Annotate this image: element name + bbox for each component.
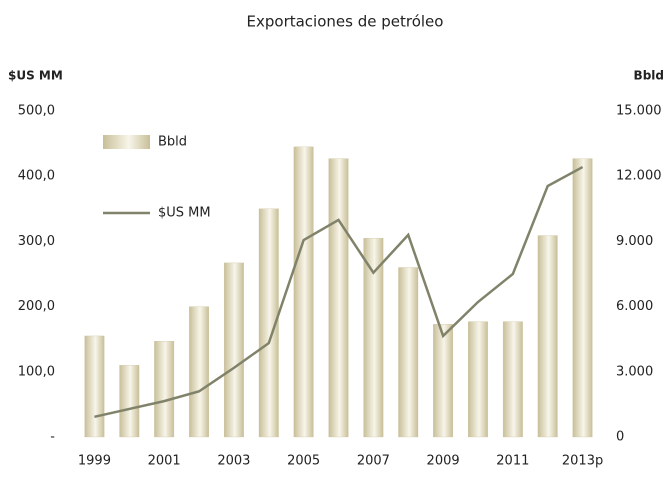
bar bbox=[363, 237, 384, 438]
y-tick-label: 200,0 bbox=[18, 299, 55, 314]
y-tick-label: 300,0 bbox=[18, 234, 55, 249]
bar bbox=[258, 208, 279, 438]
bar bbox=[84, 335, 105, 438]
bar bbox=[572, 158, 593, 438]
y-tick-label: 400,0 bbox=[18, 169, 55, 184]
bar bbox=[433, 324, 454, 438]
bar bbox=[293, 146, 314, 438]
y2-tick-label: 3.000 bbox=[616, 364, 653, 379]
y-tick-label: 500,0 bbox=[18, 104, 55, 119]
bar bbox=[502, 321, 523, 438]
y-tick-label: - bbox=[50, 430, 55, 445]
y-axis-title: $US MM bbox=[8, 69, 63, 83]
bar bbox=[398, 267, 419, 438]
y2-tick-label: 15.000 bbox=[616, 104, 662, 119]
bar bbox=[537, 235, 558, 438]
x-tick-label: 2001 bbox=[148, 454, 181, 469]
bar bbox=[119, 365, 140, 438]
legend-swatch bbox=[103, 135, 150, 149]
chart-title: Exportaciones de petróleo bbox=[247, 13, 444, 31]
x-tick-label: 2007 bbox=[357, 454, 390, 469]
y2-tick-label: 6.000 bbox=[616, 299, 653, 314]
line bbox=[94, 165, 584, 419]
y2-axis-title: Bbld bbox=[634, 69, 664, 83]
x-tick-label: 2005 bbox=[287, 454, 320, 469]
x-tick-label: 1999 bbox=[78, 454, 111, 469]
y2-tick-label: 12.000 bbox=[616, 169, 662, 184]
legend-label: Bbld bbox=[158, 135, 187, 150]
bar bbox=[468, 321, 488, 438]
bar bbox=[189, 306, 209, 438]
bar bbox=[328, 158, 349, 438]
x-tick-label: 2009 bbox=[427, 454, 460, 469]
x-tick-label: 2011 bbox=[496, 454, 529, 469]
x-tick-label: 2003 bbox=[217, 454, 250, 469]
x-tick-label: 2013p bbox=[562, 454, 603, 469]
legend-label: $US MM bbox=[158, 206, 211, 221]
y2-tick-label: 0 bbox=[616, 430, 624, 445]
bar bbox=[154, 341, 175, 438]
y-tick-label: 100,0 bbox=[18, 364, 55, 379]
y2-tick-label: 9.000 bbox=[616, 234, 653, 249]
bar bbox=[223, 262, 244, 438]
